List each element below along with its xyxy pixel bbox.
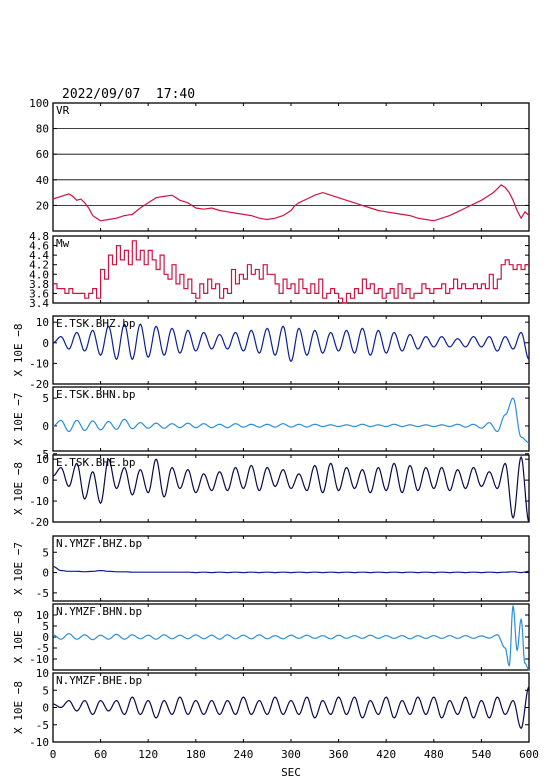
panel-label: VR <box>56 104 70 117</box>
panel-6: -5 0 5 N.YMZF.BHZ.bp X 10E −7 <box>12 535 530 602</box>
y-tick-label: 10 <box>36 316 49 329</box>
panel-label: E.TSK.BHN.bp <box>56 388 135 401</box>
y-tick-label: 0 <box>42 631 49 644</box>
y-tick-label: -10 <box>29 653 49 666</box>
x-tick-label: 420 <box>376 748 396 761</box>
y-tick-label: 5 <box>42 546 49 559</box>
y-tick-label: -10 <box>29 357 49 370</box>
y-tick-label: -10 <box>29 736 49 749</box>
y-tick-label: 3.8 <box>29 278 49 291</box>
y-tick-label: 4.8 <box>29 230 49 243</box>
panel-3: -20 -10 0 10 E.TSK.BHZ.bp X 10E −8 <box>12 315 530 391</box>
y-tick-label: 5 <box>42 620 49 633</box>
y-tick-label: -10 <box>29 495 49 508</box>
series-line <box>52 323 530 363</box>
panel-label: N.YMZF.BHZ.bp <box>56 537 142 550</box>
panel-label: N.YMZF.BHN.bp <box>56 605 142 618</box>
panel-5: -20 -10 0 10 E.TSK.BHE.bp X 10E −8 <box>12 453 530 529</box>
y-tick-label: 4.0 <box>29 268 49 281</box>
x-tick-label: 240 <box>233 748 253 761</box>
y-tick-label: 40 <box>36 174 49 187</box>
series-line <box>52 686 530 730</box>
x-axis-label: SEC <box>281 766 301 779</box>
x-axis: SEC 0 60 120 180 240 300 360 420 480 540 600 <box>50 748 539 779</box>
y-tick-label: -20 <box>29 378 49 391</box>
y-axis-label: X 10E −7 <box>12 393 25 446</box>
panel-label: E.TSK.BHZ.bp <box>56 317 135 330</box>
y-tick-label: 5 <box>42 392 49 405</box>
y-tick-label: 10 <box>36 667 49 680</box>
panel-frame <box>52 235 530 304</box>
y-tick-label: 0 <box>42 474 49 487</box>
x-tick-label: 540 <box>471 748 491 761</box>
panel-label: N.YMZF.BHE.bp <box>56 674 142 687</box>
y-tick-label: 0 <box>42 702 49 715</box>
series-line <box>52 455 530 523</box>
y-tick-label: -20 <box>29 516 49 529</box>
x-tick-label: 360 <box>329 748 349 761</box>
x-tick-label: 180 <box>186 748 206 761</box>
y-tick-label: 4.4 <box>29 249 49 262</box>
y-axis-label: X 10E −7 <box>12 542 25 595</box>
x-tick-label: 0 <box>50 748 57 761</box>
y-tick-label: 3.6 <box>29 287 49 300</box>
datetime-header: 2022/09/07 17:40 <box>62 87 195 102</box>
x-tick-label: 60 <box>94 748 107 761</box>
panel-label: E.TSK.BHE.bp <box>56 456 135 469</box>
y-axis-label: X 10E −8 <box>12 462 25 515</box>
series-line <box>53 240 529 304</box>
y-tick-label: 100 <box>29 97 49 110</box>
series-line <box>52 565 530 574</box>
y-axis-label: X 10E −8 <box>12 681 25 734</box>
y-tick-label: 20 <box>36 199 49 212</box>
y-tick-label: 0 <box>42 567 49 580</box>
y-axis-label: X 10E −8 <box>12 324 25 377</box>
x-tick-label: 600 <box>519 748 539 761</box>
y-tick-label: 10 <box>36 453 49 466</box>
y-tick-label: 5 <box>42 684 49 697</box>
y-tick-label: 4.6 <box>29 240 49 253</box>
y-tick-label: -5 <box>36 642 49 655</box>
y-tick-label: 10 <box>36 609 49 622</box>
panels: 20406080100VR3.43.63.84.04.24.44.64.8Mw-… <box>12 97 530 749</box>
panel-label: Mw <box>56 237 70 250</box>
series-line <box>52 184 530 222</box>
series-line <box>52 604 530 671</box>
panel-1: 20 40 60 80 100 VR <box>29 97 530 232</box>
y-axis-label: X 10E −8 <box>12 611 25 664</box>
series-line <box>52 397 530 444</box>
y-tick-label: -5 <box>36 719 49 732</box>
x-tick-label: 120 <box>138 748 158 761</box>
y-tick-label: 4.2 <box>29 259 49 272</box>
y-tick-label: 3.4 <box>29 297 49 310</box>
panel-2: 3.43.63.84.04.24.44.64.8 Mw <box>29 230 530 310</box>
y-tick-label: 0 <box>42 337 49 350</box>
x-tick-label: 300 <box>281 748 301 761</box>
y-tick-label: 0 <box>42 420 49 433</box>
panel-8: -10 -5 0 5 10 N.YMZF.BHE.bp X 10E −8 <box>12 667 530 749</box>
panel-4: -5 0 5 E.TSK.BHN.bp X 10E −7 <box>12 386 530 461</box>
x-tick-label: 480 <box>424 748 444 761</box>
y-tick-label: 80 <box>36 123 49 136</box>
y-tick-label: -5 <box>36 448 49 461</box>
y-tick-label: 60 <box>36 148 49 161</box>
y-tick-label: -5 <box>36 587 49 600</box>
